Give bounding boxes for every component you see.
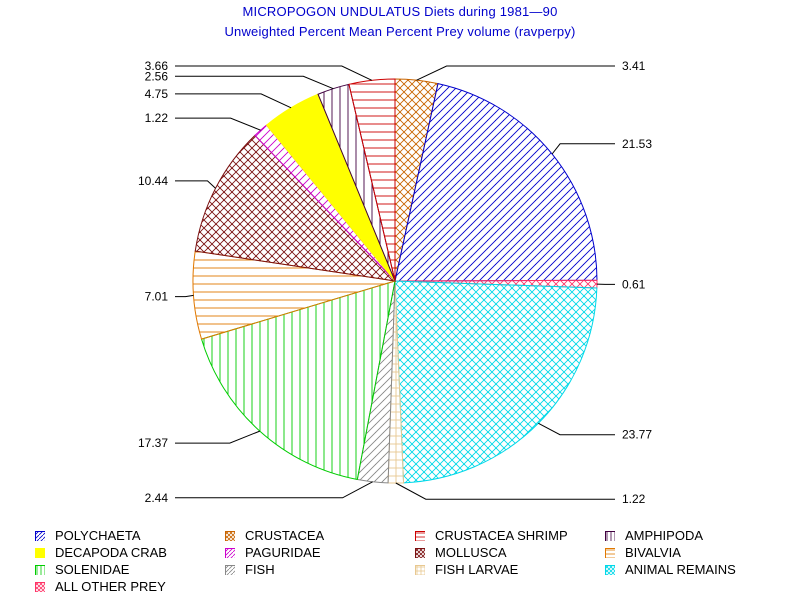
data-label-animal-remains: 23.77 xyxy=(622,428,652,442)
data-label-fish-larvae: 1.22 xyxy=(622,492,646,506)
data-label-fish: 2.44 xyxy=(145,491,169,505)
legend-swatch-fish-larvae xyxy=(415,565,425,575)
data-label-polychaeta: 21.53 xyxy=(622,137,652,151)
legend-label-amphipoda: AMPHIPODA xyxy=(625,528,704,543)
data-label-amphipoda: 2.56 xyxy=(145,69,169,83)
legend-label-polychaeta: POLYCHAETA xyxy=(55,528,141,543)
legend-item-mollusca: MOLLUSCA xyxy=(415,545,507,561)
data-label-crustacea-shrimp: 3.66 xyxy=(145,59,169,73)
legend-swatch-crustacea-shrimp xyxy=(415,531,425,541)
legend-swatch-bivalvia xyxy=(605,548,615,558)
data-label-all-other-prey: 0.61 xyxy=(622,277,646,291)
leader-amphipoda xyxy=(175,75,334,90)
legend-swatch-solenidae xyxy=(35,565,45,575)
legend-item-crustacea: CRUSTACEA xyxy=(225,528,324,544)
slice-polychaeta xyxy=(394,83,598,282)
leader-crustacea-shrimp xyxy=(175,65,373,81)
legend-swatch-fish xyxy=(225,565,235,575)
legend-item-bivalvia: BIVALVIA xyxy=(605,545,681,561)
leader-mollusca xyxy=(175,180,216,189)
data-label-crustacea: 3.41 xyxy=(622,59,646,73)
leader-fish xyxy=(175,481,373,499)
data-label-paguridae: 1.22 xyxy=(145,111,169,125)
legend-label-solenidae: SOLENIDAE xyxy=(55,562,130,577)
legend-swatch-decapoda-crab xyxy=(35,548,45,558)
legend-label-crustacea-shrimp: CRUSTACEA SHRIMP xyxy=(435,528,568,543)
legend-label-decapoda-crab: DECAPODA CRAB xyxy=(55,545,167,560)
legend-label-bivalvia: BIVALVIA xyxy=(625,545,681,560)
legend-label-mollusca: MOLLUSCA xyxy=(435,545,507,560)
leader-paguridae xyxy=(175,117,261,131)
legend-swatch-mollusca xyxy=(415,548,425,558)
leader-decapoda-crab xyxy=(175,93,292,109)
leader-crustacea xyxy=(416,65,615,81)
legend-label-fish: FISH xyxy=(245,562,275,577)
leader-polychaeta xyxy=(551,143,615,155)
legend-item-fish-larvae: FISH LARVAE xyxy=(415,562,518,578)
chart-title: MICROPOGON UNDULATUS Diets during 1981—9… xyxy=(242,4,558,19)
legend-swatch-polychaeta xyxy=(35,531,45,541)
data-label-decapoda-crab: 4.75 xyxy=(145,87,169,101)
leader-bivalvia xyxy=(175,294,194,298)
legend-item-solenidae: SOLENIDAE xyxy=(35,562,129,578)
legend-swatch-all-other-prey xyxy=(35,582,45,592)
data-label-bivalvia: 7.01 xyxy=(145,290,169,304)
legend-label-all-other-prey: ALL OTHER PREY xyxy=(55,579,166,594)
legend-item-animal-remains: ANIMAL REMAINS xyxy=(605,562,736,578)
legend-swatch-amphipoda xyxy=(605,531,615,541)
legend-item-fish: FISH xyxy=(225,562,275,578)
legend-swatch-paguridae xyxy=(225,548,235,558)
legend-label-crustacea: CRUSTACEA xyxy=(245,528,325,543)
leader-fish-larvae xyxy=(395,482,615,500)
data-label-mollusca: 10.44 xyxy=(138,174,168,188)
slice-crustacea-shrimp xyxy=(348,78,396,282)
slice-animal-remains xyxy=(394,280,598,484)
legend-item-crustacea-shrimp: CRUSTACEA SHRIMP xyxy=(415,528,568,544)
leader-animal-remains xyxy=(538,422,615,436)
slice-mollusca xyxy=(194,134,397,282)
legend-label-fish-larvae: FISH LARVAE xyxy=(435,562,519,577)
legend-label-animal-remains: ANIMAL REMAINS xyxy=(625,562,736,577)
legend-item-amphipoda: AMPHIPODA xyxy=(605,528,703,544)
legend-item-polychaeta: POLYCHAETA xyxy=(35,528,140,544)
chart-subtitle: Unweighted Percent Mean Percent Prey vol… xyxy=(224,24,576,39)
legend-swatch-crustacea xyxy=(225,531,235,541)
leader-solenidae xyxy=(175,430,260,444)
legend-item-all-other-prey: ALL OTHER PREY xyxy=(35,579,166,595)
legend-item-paguridae: PAGURIDAE xyxy=(225,545,321,561)
legend-swatch-animal-remains xyxy=(605,565,615,575)
data-label-solenidae: 17.37 xyxy=(138,436,168,450)
slice-solenidae xyxy=(200,280,396,481)
legend-item-decapoda-crab: DECAPODA CRAB xyxy=(35,545,167,561)
legend-label-paguridae: PAGURIDAE xyxy=(245,545,321,560)
